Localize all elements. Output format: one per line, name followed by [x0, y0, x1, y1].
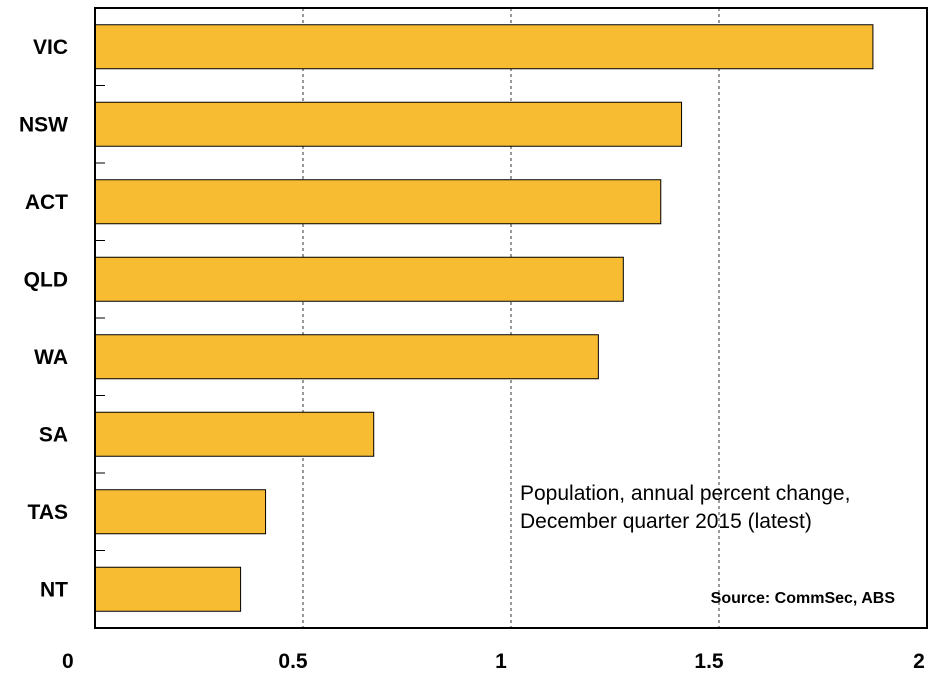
x-tick-label: 2	[913, 650, 925, 672]
bar-vic	[94, 24, 874, 70]
category-label: ACT	[25, 191, 68, 214]
category-label: VIC	[33, 36, 68, 59]
y-axis-ticks	[95, 85, 105, 551]
annotation-line: Population, annual percent change,	[520, 482, 850, 505]
category-label: WA	[34, 346, 68, 369]
bar-act	[94, 179, 662, 225]
source-note: Source: CommSec, ABS	[711, 590, 896, 607]
annotation-line: December quarter 2015 (latest)	[520, 510, 812, 533]
bar-wa	[94, 334, 599, 380]
x-tick-label: 0.5	[278, 650, 308, 672]
x-tick-label: 1.5	[694, 650, 724, 672]
category-label: NT	[40, 578, 68, 601]
category-label: TAS	[28, 501, 68, 524]
x-tick-label: 1	[495, 650, 507, 672]
bars	[94, 24, 874, 612]
category-labels: VIC NSW ACT QLD WA SA TAS NT	[19, 36, 68, 602]
x-axis-tick-labels: 0 0.5 1 1.5 2	[62, 650, 925, 673]
category-label: QLD	[24, 268, 68, 291]
category-label: NSW	[19, 113, 68, 136]
bar-sa	[94, 411, 375, 457]
bar-tas	[94, 489, 267, 535]
bar-nsw	[94, 101, 683, 147]
bar-nt	[94, 566, 242, 612]
category-label: SA	[39, 423, 68, 446]
bar-qld	[94, 256, 624, 302]
gridlines	[302, 8, 720, 628]
x-tick-label: 0	[62, 650, 74, 672]
chart-annotation: Population, annual percent change, Decemb…	[520, 482, 850, 533]
